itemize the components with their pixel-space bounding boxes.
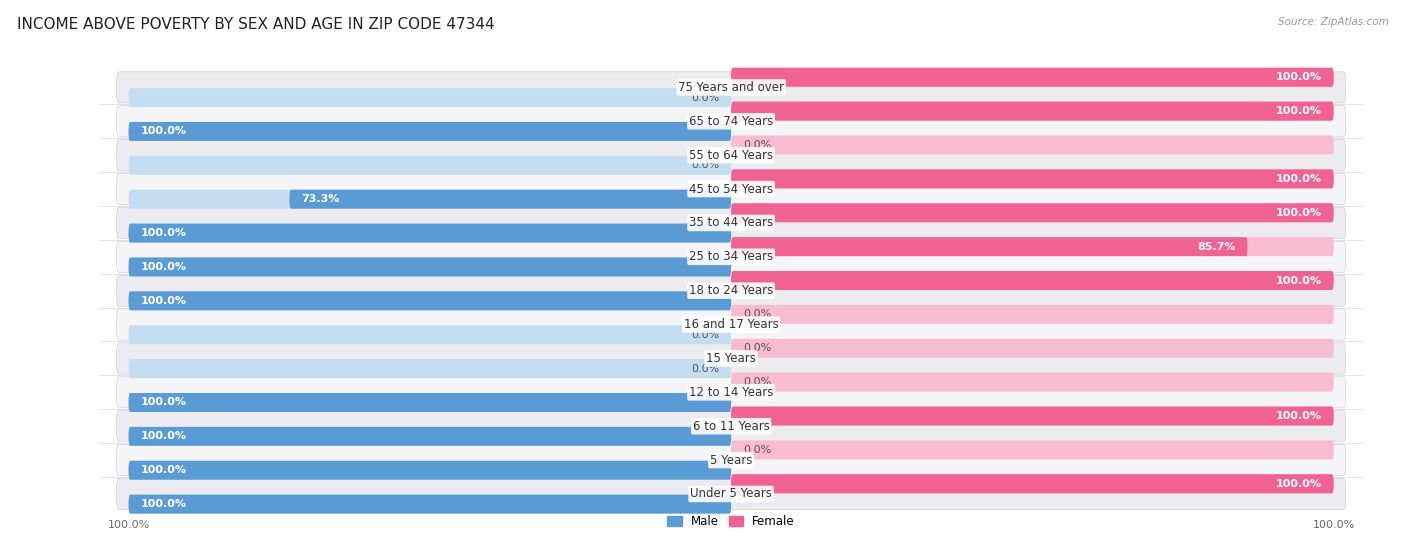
Text: 35 to 44 Years: 35 to 44 Years [689,216,773,229]
Text: 6 to 11 Years: 6 to 11 Years [693,420,769,433]
FancyBboxPatch shape [731,271,1334,290]
FancyBboxPatch shape [117,275,1346,306]
Text: 0.0%: 0.0% [744,140,772,150]
FancyBboxPatch shape [731,406,1334,425]
Text: INCOME ABOVE POVERTY BY SEX AND AGE IN ZIP CODE 47344: INCOME ABOVE POVERTY BY SEX AND AGE IN Z… [17,17,495,32]
Text: 73.3%: 73.3% [301,194,340,204]
FancyBboxPatch shape [117,411,1346,442]
Text: Source: ZipAtlas.com: Source: ZipAtlas.com [1278,17,1389,27]
FancyBboxPatch shape [731,406,1334,425]
FancyBboxPatch shape [117,444,1346,476]
Text: 0.0%: 0.0% [690,363,718,373]
Text: 45 to 54 Years: 45 to 54 Years [689,183,773,196]
FancyBboxPatch shape [117,140,1346,170]
FancyBboxPatch shape [128,393,731,412]
FancyBboxPatch shape [731,237,1334,256]
Text: 0.0%: 0.0% [744,445,772,455]
FancyBboxPatch shape [128,325,731,344]
FancyBboxPatch shape [731,474,1334,493]
FancyBboxPatch shape [128,427,731,446]
Text: 100.0%: 100.0% [1275,276,1322,286]
FancyBboxPatch shape [128,224,731,243]
FancyBboxPatch shape [128,88,731,107]
FancyBboxPatch shape [128,190,731,209]
FancyBboxPatch shape [117,207,1346,239]
Text: 18 to 24 Years: 18 to 24 Years [689,284,773,297]
FancyBboxPatch shape [128,258,731,277]
Text: 12 to 14 Years: 12 to 14 Years [689,386,773,399]
FancyBboxPatch shape [731,237,1247,256]
Text: 5 Years: 5 Years [710,453,752,467]
Text: 100.0%: 100.0% [141,465,187,475]
FancyBboxPatch shape [128,156,731,175]
FancyBboxPatch shape [117,173,1346,205]
FancyBboxPatch shape [128,495,731,514]
Text: 100.0%: 100.0% [1275,411,1322,421]
FancyBboxPatch shape [128,291,731,310]
Text: 0.0%: 0.0% [744,377,772,387]
FancyBboxPatch shape [128,224,731,243]
FancyBboxPatch shape [128,393,731,412]
FancyBboxPatch shape [731,203,1334,222]
FancyBboxPatch shape [117,309,1346,340]
Legend: Male, Female: Male, Female [662,510,800,533]
Text: 100.0%: 100.0% [141,397,187,408]
Text: Under 5 Years: Under 5 Years [690,487,772,500]
Text: 0.0%: 0.0% [744,309,772,319]
FancyBboxPatch shape [117,241,1346,272]
Text: 55 to 64 Years: 55 to 64 Years [689,149,773,162]
Text: 100.0%: 100.0% [1275,72,1322,82]
Text: 0.0%: 0.0% [690,93,718,102]
FancyBboxPatch shape [128,461,731,480]
Text: 100.0%: 100.0% [141,432,187,442]
Text: 100.0%: 100.0% [141,262,187,272]
FancyBboxPatch shape [731,102,1334,121]
Text: 0.0%: 0.0% [690,330,718,340]
FancyBboxPatch shape [128,427,731,446]
Text: 100.0%: 100.0% [141,228,187,238]
Text: 100.0%: 100.0% [141,296,187,306]
Text: 100.0%: 100.0% [1275,208,1322,218]
Text: 85.7%: 85.7% [1197,241,1236,252]
FancyBboxPatch shape [731,440,1334,459]
Text: 100.0%: 100.0% [141,499,187,509]
FancyBboxPatch shape [731,271,1334,290]
FancyBboxPatch shape [117,377,1346,408]
Text: 100.0%: 100.0% [1275,106,1322,116]
FancyBboxPatch shape [128,291,731,310]
FancyBboxPatch shape [117,479,1346,510]
FancyBboxPatch shape [731,68,1334,87]
FancyBboxPatch shape [128,122,731,141]
FancyBboxPatch shape [731,474,1334,493]
Text: 0.0%: 0.0% [690,160,718,170]
FancyBboxPatch shape [117,106,1346,137]
FancyBboxPatch shape [128,461,731,480]
FancyBboxPatch shape [731,339,1334,358]
Text: 16 and 17 Years: 16 and 17 Years [683,318,779,331]
FancyBboxPatch shape [731,169,1334,188]
FancyBboxPatch shape [731,305,1334,324]
Text: 25 to 34 Years: 25 to 34 Years [689,250,773,263]
Text: 100.0%: 100.0% [1275,479,1322,489]
FancyBboxPatch shape [731,203,1334,222]
Text: 65 to 74 Years: 65 to 74 Years [689,115,773,128]
FancyBboxPatch shape [731,68,1334,87]
Text: 15 Years: 15 Years [706,352,756,365]
FancyBboxPatch shape [731,102,1334,121]
FancyBboxPatch shape [128,258,731,277]
Text: 100.0%: 100.0% [1275,174,1322,184]
Text: 75 Years and over: 75 Years and over [678,81,785,94]
FancyBboxPatch shape [117,72,1346,103]
FancyBboxPatch shape [731,373,1334,392]
FancyBboxPatch shape [128,495,731,514]
FancyBboxPatch shape [731,169,1334,188]
Text: 0.0%: 0.0% [744,343,772,353]
FancyBboxPatch shape [731,135,1334,154]
FancyBboxPatch shape [117,343,1346,374]
FancyBboxPatch shape [128,359,731,378]
FancyBboxPatch shape [290,190,731,209]
Text: 100.0%: 100.0% [141,126,187,136]
FancyBboxPatch shape [128,122,731,141]
